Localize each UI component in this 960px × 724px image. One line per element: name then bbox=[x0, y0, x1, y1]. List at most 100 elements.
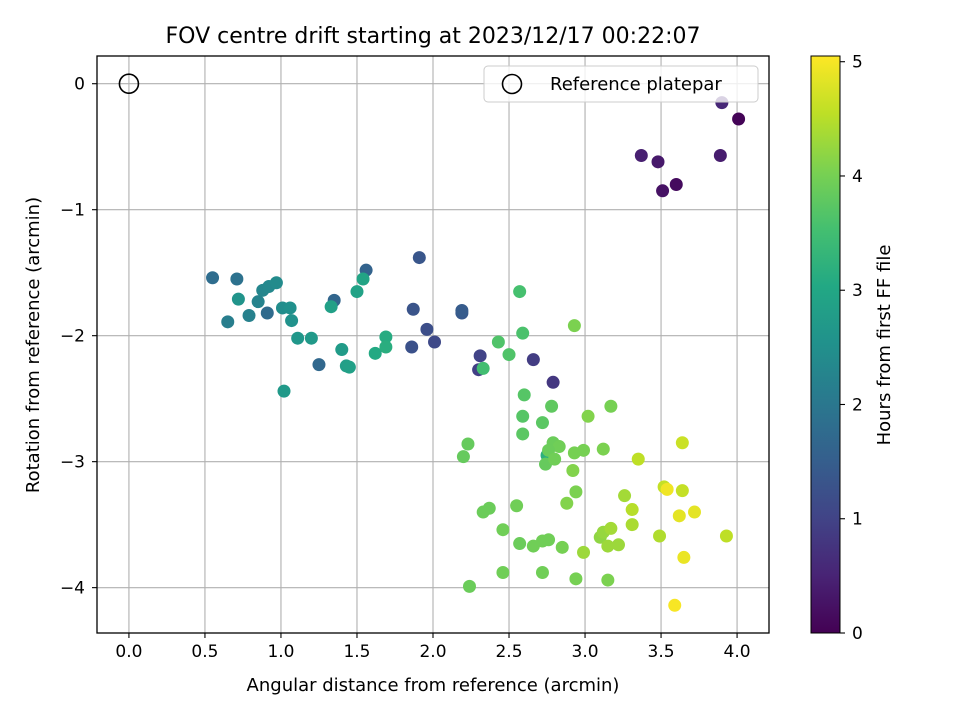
data-point bbox=[577, 545, 591, 559]
data-point bbox=[462, 579, 476, 593]
data-point bbox=[242, 309, 256, 323]
data-point bbox=[405, 340, 419, 354]
data-point bbox=[260, 306, 274, 320]
data-point bbox=[368, 346, 382, 360]
data-point bbox=[596, 442, 610, 456]
legend: Reference platepar bbox=[483, 65, 759, 103]
data-point bbox=[601, 573, 615, 587]
data-point bbox=[476, 361, 490, 375]
data-point bbox=[496, 566, 510, 580]
data-point bbox=[491, 335, 505, 349]
data-point bbox=[688, 505, 702, 519]
data-point bbox=[601, 539, 615, 553]
y-ticks: 0 −1 −2 −3 −4 bbox=[60, 75, 97, 599]
data-point bbox=[631, 452, 645, 466]
data-point bbox=[546, 375, 560, 389]
data-point bbox=[285, 314, 299, 328]
data-point bbox=[291, 331, 305, 345]
data-point bbox=[526, 353, 540, 367]
data-point bbox=[581, 409, 595, 423]
data-point bbox=[510, 499, 524, 513]
data-point bbox=[379, 330, 393, 344]
data-point bbox=[732, 112, 746, 126]
data-point bbox=[677, 550, 691, 564]
data-point bbox=[560, 496, 574, 510]
data-point bbox=[653, 529, 667, 543]
y-tick-label: −3 bbox=[60, 453, 85, 473]
data-point bbox=[535, 566, 549, 580]
data-point bbox=[283, 301, 297, 315]
data-point bbox=[604, 521, 618, 535]
data-point bbox=[428, 335, 442, 349]
data-point bbox=[719, 529, 733, 543]
y-axis-label: Rotation from reference (arcmin) bbox=[23, 197, 44, 493]
data-point bbox=[513, 537, 527, 551]
colorbar-ticks: 0 1 2 3 4 5 bbox=[840, 53, 863, 644]
data-point bbox=[611, 538, 625, 552]
data-point bbox=[502, 348, 516, 362]
data-point bbox=[356, 272, 370, 286]
data-point bbox=[651, 155, 665, 169]
data-point bbox=[269, 276, 283, 290]
colorbar-tick-label: 5 bbox=[852, 53, 863, 73]
colorbar-tick-label: 4 bbox=[852, 167, 863, 187]
x-tick-label: 2.5 bbox=[495, 642, 522, 662]
x-tick-label: 2.0 bbox=[419, 642, 446, 662]
data-point bbox=[456, 450, 470, 464]
chart-title: FOV centre drift starting at 2023/12/17 … bbox=[166, 24, 701, 49]
data-point bbox=[455, 303, 469, 317]
x-axis-label: Angular distance from reference (arcmin) bbox=[247, 675, 620, 696]
data-point bbox=[634, 149, 648, 163]
data-point bbox=[221, 315, 235, 329]
data-point bbox=[569, 485, 583, 499]
x-tick-label: 4.0 bbox=[724, 642, 751, 662]
x-tick-label: 0.0 bbox=[115, 642, 142, 662]
data-point bbox=[476, 505, 490, 519]
data-point bbox=[350, 285, 364, 299]
x-tick-label: 0.5 bbox=[191, 642, 218, 662]
data-point bbox=[548, 452, 562, 466]
legend-label: Reference platepar bbox=[550, 74, 722, 95]
colorbar-label: Hours from first FF file bbox=[874, 245, 895, 446]
data-point bbox=[304, 331, 318, 345]
data-point bbox=[545, 399, 559, 413]
x-ticks: 0.0 0.5 1.0 1.5 2.0 2.5 3.0 3.5 4.0 bbox=[115, 633, 751, 662]
data-point bbox=[567, 319, 581, 333]
colorbar: 0 1 2 3 4 5 Hours from first FF file bbox=[810, 53, 895, 644]
data-point bbox=[324, 300, 338, 314]
reference-platepar-marker bbox=[118, 73, 140, 95]
data-point bbox=[231, 292, 245, 306]
data-point bbox=[668, 598, 682, 612]
data-point bbox=[342, 360, 356, 374]
data-point bbox=[672, 509, 686, 523]
data-point bbox=[675, 484, 689, 498]
colorbar-tick-label: 0 bbox=[852, 624, 863, 644]
data-point bbox=[713, 149, 727, 163]
y-tick-label: −2 bbox=[60, 327, 85, 347]
data-point bbox=[335, 343, 349, 357]
data-point bbox=[517, 388, 531, 402]
data-point bbox=[251, 295, 265, 309]
data-point bbox=[461, 437, 475, 451]
data-point bbox=[625, 518, 639, 532]
colorbar-tick-label: 1 bbox=[852, 510, 863, 530]
data-point bbox=[669, 178, 683, 192]
data-point bbox=[625, 503, 639, 517]
data-point bbox=[516, 409, 530, 423]
data-point bbox=[496, 523, 510, 537]
data-point bbox=[230, 272, 244, 286]
x-tick-label: 3.5 bbox=[648, 642, 675, 662]
data-point bbox=[516, 427, 530, 441]
y-tick-label: −4 bbox=[60, 579, 85, 599]
data-point bbox=[412, 251, 426, 265]
y-tick-label: −1 bbox=[60, 201, 85, 221]
data-point bbox=[206, 271, 220, 285]
data-point bbox=[552, 440, 566, 454]
data-point bbox=[277, 384, 291, 398]
data-point bbox=[660, 482, 674, 496]
data-point bbox=[379, 340, 393, 354]
data-point bbox=[604, 399, 618, 413]
data-point bbox=[675, 436, 689, 450]
